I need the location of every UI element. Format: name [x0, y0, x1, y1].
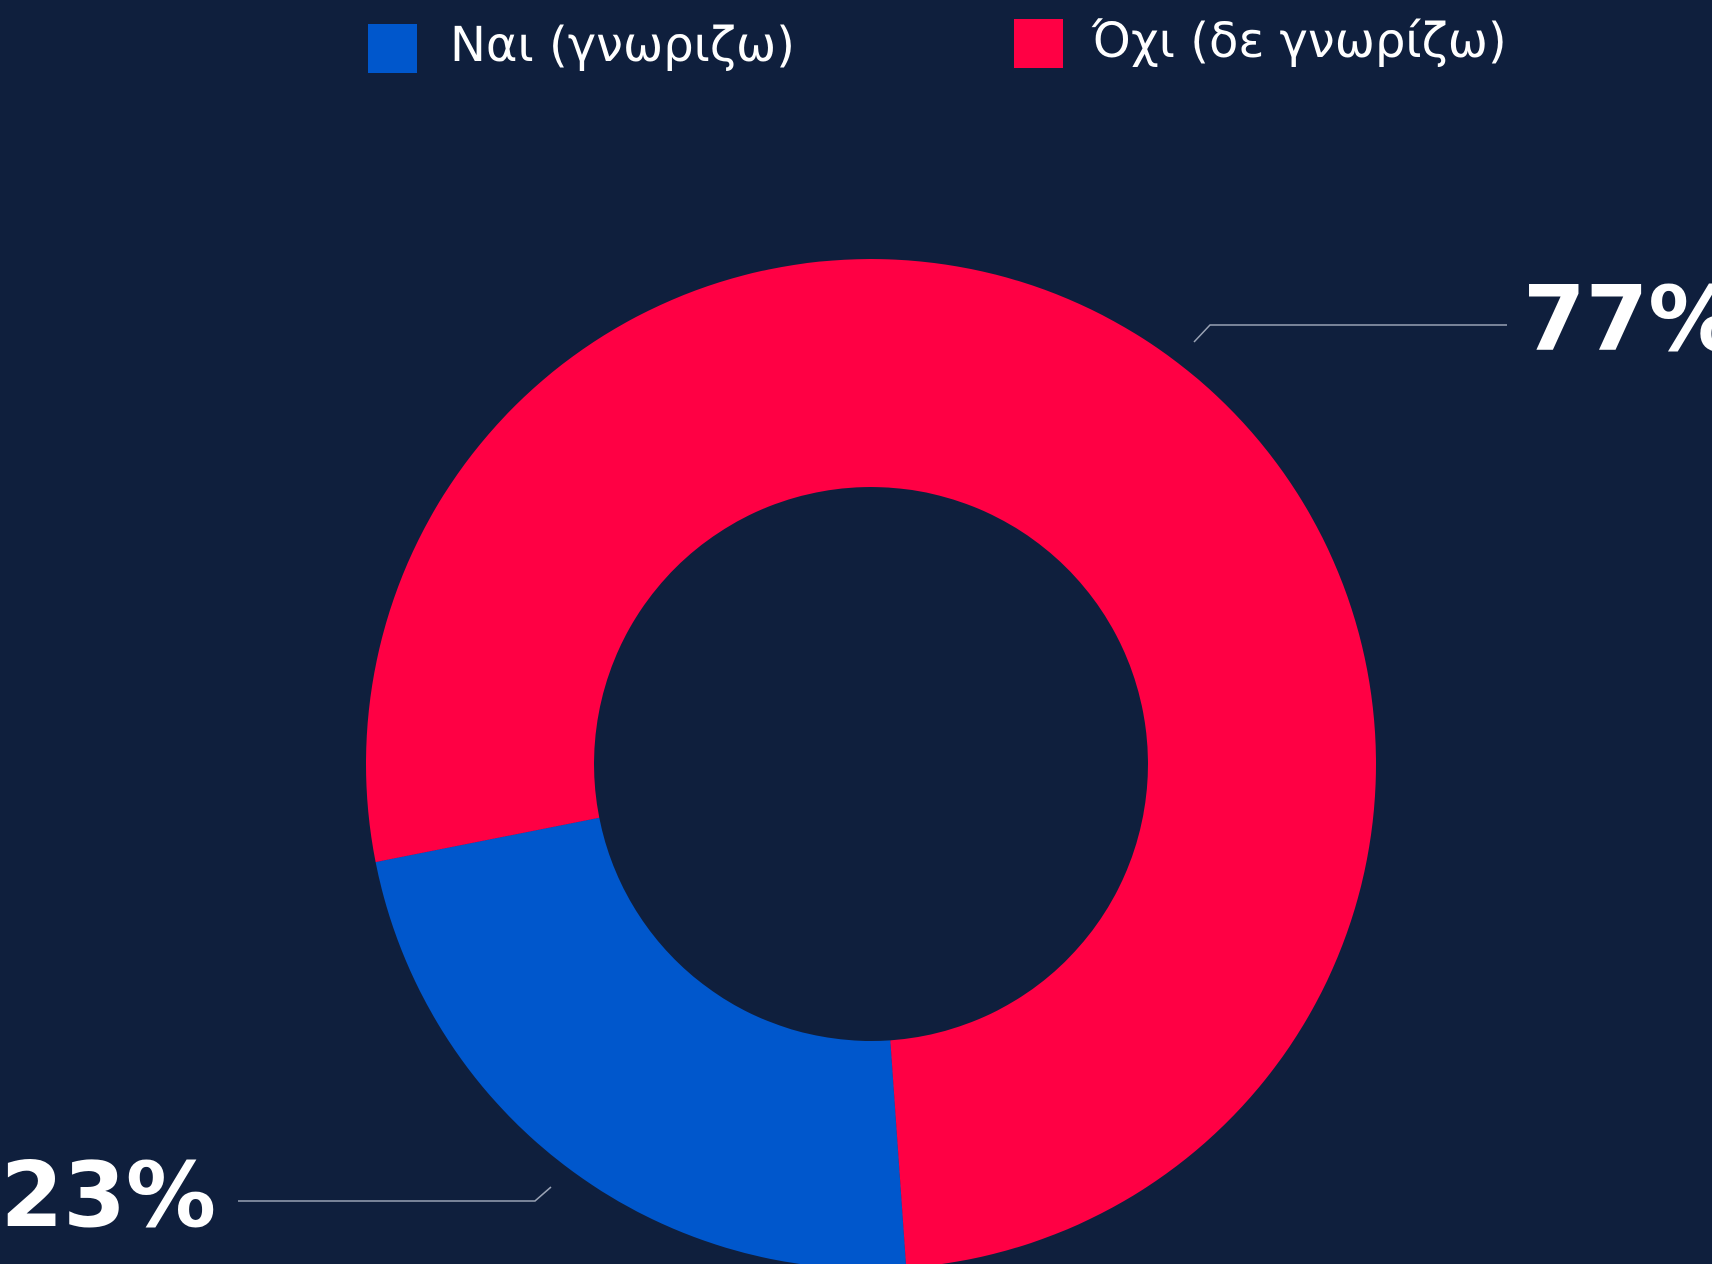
legend-label: Όχι (δε γνωρίζω) — [1091, 13, 1507, 69]
legend-label: Ναι (γνωριζω) — [450, 17, 795, 73]
leader-line — [1193, 324, 1507, 343]
legend-swatch — [1014, 19, 1063, 68]
value-label: 23% — [1, 1143, 216, 1248]
donut-segment — [366, 259, 1376, 1264]
value-label: 77% — [1523, 267, 1712, 372]
leader-line — [238, 1186, 552, 1202]
donut-segment — [375, 817, 906, 1264]
legend-swatch — [368, 24, 417, 73]
